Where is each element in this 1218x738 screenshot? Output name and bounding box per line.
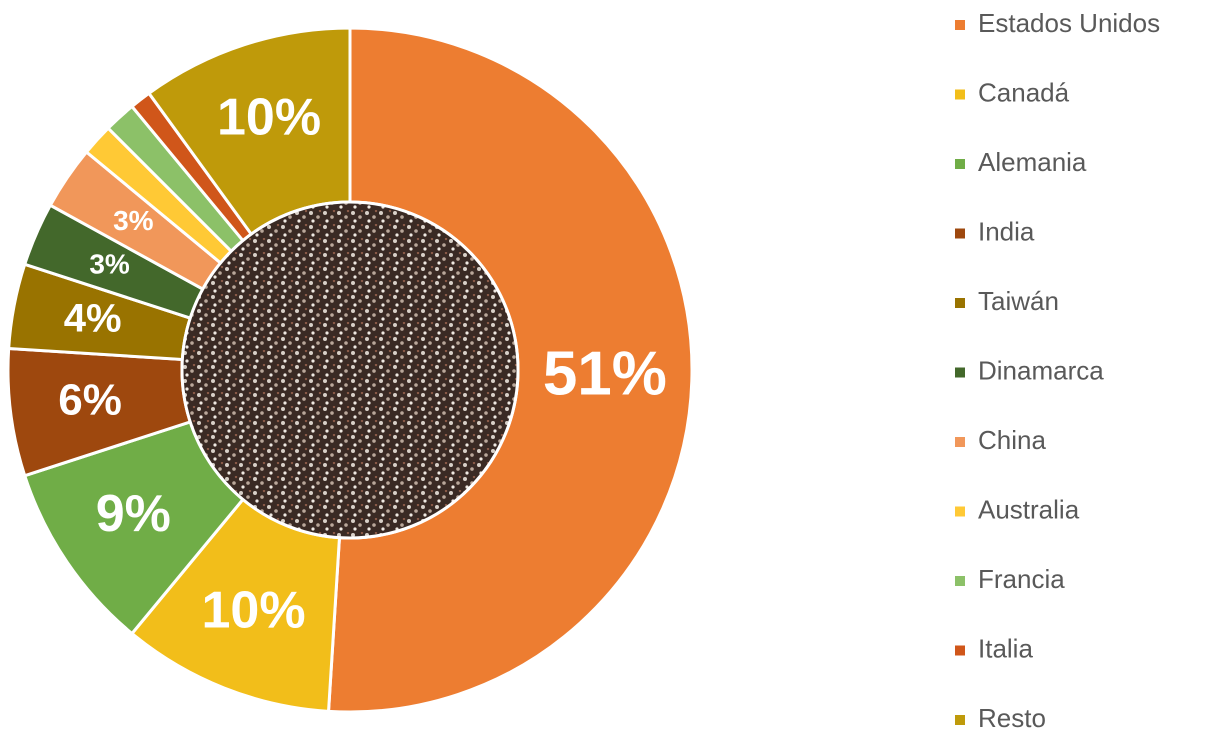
legend-swatch [955, 298, 965, 308]
legend-swatch [955, 645, 965, 656]
data-label: 3% [113, 205, 154, 236]
legend-swatch [955, 228, 965, 239]
data-label: 10% [202, 581, 306, 639]
legend-label: Resto [978, 703, 1046, 733]
legend-swatch [955, 367, 965, 378]
center-image [180, 200, 520, 540]
data-label: 51% [543, 339, 667, 408]
legend-swatch [955, 89, 965, 100]
data-label: 6% [58, 375, 122, 424]
legend-label: Italia [978, 633, 1033, 663]
donut [6, 26, 694, 714]
legend-label: Estados Unidos [978, 8, 1160, 38]
legend-swatch [955, 576, 965, 586]
legend-label: China [978, 425, 1046, 455]
legend-label: Alemania [978, 147, 1087, 177]
legend-label: Australia [978, 494, 1080, 524]
data-label: 4% [64, 296, 122, 340]
data-labels: 51% 10% 9% 6% 4% 3% 3% 10% [58, 89, 667, 640]
legend-swatch [955, 715, 965, 725]
data-label: 10% [217, 89, 321, 147]
legend-label: Francia [978, 564, 1065, 594]
data-label: 9% [96, 485, 171, 543]
legend-swatch [955, 437, 965, 447]
legend-label: India [978, 216, 1035, 246]
legend-label: Taiwán [978, 286, 1059, 316]
legend-swatch [955, 159, 965, 169]
legend-swatch [955, 20, 965, 30]
legend-label: Dinamarca [978, 355, 1104, 385]
legend-swatch [955, 506, 965, 517]
data-label: 3% [89, 248, 130, 279]
legend: Estados Unidos Canadá Alemania India Taiwán D… [955, 8, 1160, 733]
legend-label: Canadá [978, 77, 1070, 107]
